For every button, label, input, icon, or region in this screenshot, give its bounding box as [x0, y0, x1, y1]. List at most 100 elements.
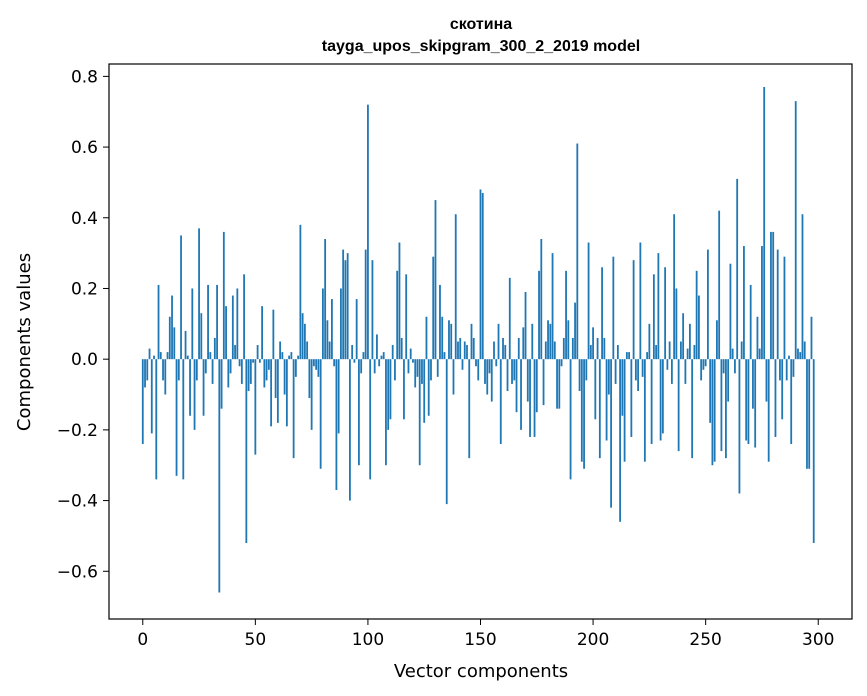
- bar-61: [279, 341, 282, 360]
- bar-14: [173, 327, 176, 360]
- bar-138: [452, 359, 455, 395]
- bar-283: [779, 359, 781, 381]
- bar-287: [788, 355, 790, 360]
- bar-250: [704, 359, 707, 367]
- bar-23: [193, 359, 196, 430]
- bar-204: [601, 267, 603, 360]
- bar-183: [553, 341, 556, 360]
- y-axis-label: Components values: [14, 253, 35, 431]
- bar-122: [416, 359, 419, 377]
- y-tick-label: −0.2: [57, 421, 98, 441]
- bar-243: [688, 323, 691, 360]
- bar-22: [191, 288, 194, 360]
- bar-193: [576, 143, 579, 360]
- bar-134: [443, 352, 446, 360]
- bar-30: [209, 352, 212, 360]
- bar-68: [294, 359, 297, 377]
- y-tick-label: 0.0: [71, 350, 98, 370]
- x-axis-label: Vector components: [394, 661, 568, 682]
- bar-29: [207, 284, 209, 360]
- bar-190: [569, 359, 572, 480]
- bar-198: [587, 242, 590, 360]
- bar-46: [245, 359, 248, 543]
- bar-205: [603, 337, 606, 360]
- bar-99: [364, 249, 367, 360]
- bar-140: [457, 341, 459, 360]
- bar-259: [725, 359, 727, 459]
- bar-108: [385, 359, 387, 466]
- bar-182: [551, 253, 554, 360]
- bar-228: [655, 345, 658, 360]
- bar-12: [168, 316, 171, 360]
- bar-126: [425, 316, 428, 360]
- bar-156: [493, 341, 495, 360]
- bar-52: [258, 359, 261, 363]
- bar-129: [432, 256, 435, 360]
- bar-158: [497, 323, 500, 360]
- chart-subtitle: tayga_upos_skipgram_300_2_2019 model: [322, 38, 640, 55]
- bar-161: [504, 345, 507, 360]
- bar-34: [218, 359, 221, 593]
- bar-192: [574, 302, 576, 360]
- bar-49: [252, 359, 254, 363]
- bar-150: [479, 189, 482, 360]
- bar-202: [596, 337, 599, 360]
- bar-76: [312, 359, 315, 367]
- bar-31: [211, 359, 214, 384]
- bar-163: [508, 277, 511, 360]
- bar-173: [531, 323, 534, 360]
- bar-149: [477, 359, 480, 381]
- bar-64: [285, 359, 288, 427]
- bar-27: [202, 359, 205, 416]
- bar-33: [216, 284, 218, 360]
- bar-5: [153, 355, 155, 360]
- x-tick-label: 300: [802, 630, 834, 650]
- bar-53: [261, 306, 264, 360]
- bar-253: [711, 359, 714, 466]
- bar-41: [234, 345, 236, 360]
- bar-207: [607, 359, 610, 395]
- bar-95: [355, 299, 358, 360]
- bar-37: [225, 306, 227, 360]
- plot-frame: [108, 63, 853, 620]
- bar-139: [454, 214, 457, 360]
- bar-56: [267, 359, 270, 370]
- x-tick-label: 100: [352, 630, 384, 650]
- bar-265: [738, 359, 741, 494]
- bar-175: [535, 359, 538, 413]
- bar-199: [589, 345, 592, 360]
- bar-43: [238, 359, 241, 367]
- bar-255: [716, 320, 718, 360]
- x-tick-label: 250: [689, 630, 721, 650]
- bar-263: [734, 359, 736, 374]
- x-axis-ticks: 0 50 100 150 200 250 300: [137, 619, 834, 650]
- bar-217: [630, 359, 633, 437]
- bar-176: [538, 270, 540, 360]
- bar-278: [767, 359, 770, 462]
- bar-274: [758, 348, 761, 360]
- bar-66: [290, 352, 293, 360]
- bar-6: [155, 359, 158, 480]
- bar-211: [616, 345, 619, 360]
- bar-157: [495, 359, 498, 367]
- bar-276: [763, 86, 766, 360]
- bar-197: [585, 359, 588, 381]
- bar-294: [803, 341, 806, 360]
- bar-111: [391, 345, 394, 360]
- bar-152: [484, 359, 486, 384]
- bar-50: [254, 359, 257, 455]
- bar-209: [612, 256, 615, 360]
- bar-298: [812, 359, 815, 543]
- bar-166: [515, 359, 518, 413]
- bar-110: [389, 359, 392, 420]
- bar-256: [718, 210, 721, 360]
- bar-13: [171, 295, 173, 360]
- bar-137: [450, 323, 453, 360]
- bar-159: [499, 359, 502, 445]
- bar-117: [405, 274, 408, 360]
- bar-107: [382, 352, 385, 360]
- bar-48: [249, 359, 252, 384]
- bar-120: [412, 359, 414, 363]
- bar-261: [729, 263, 732, 360]
